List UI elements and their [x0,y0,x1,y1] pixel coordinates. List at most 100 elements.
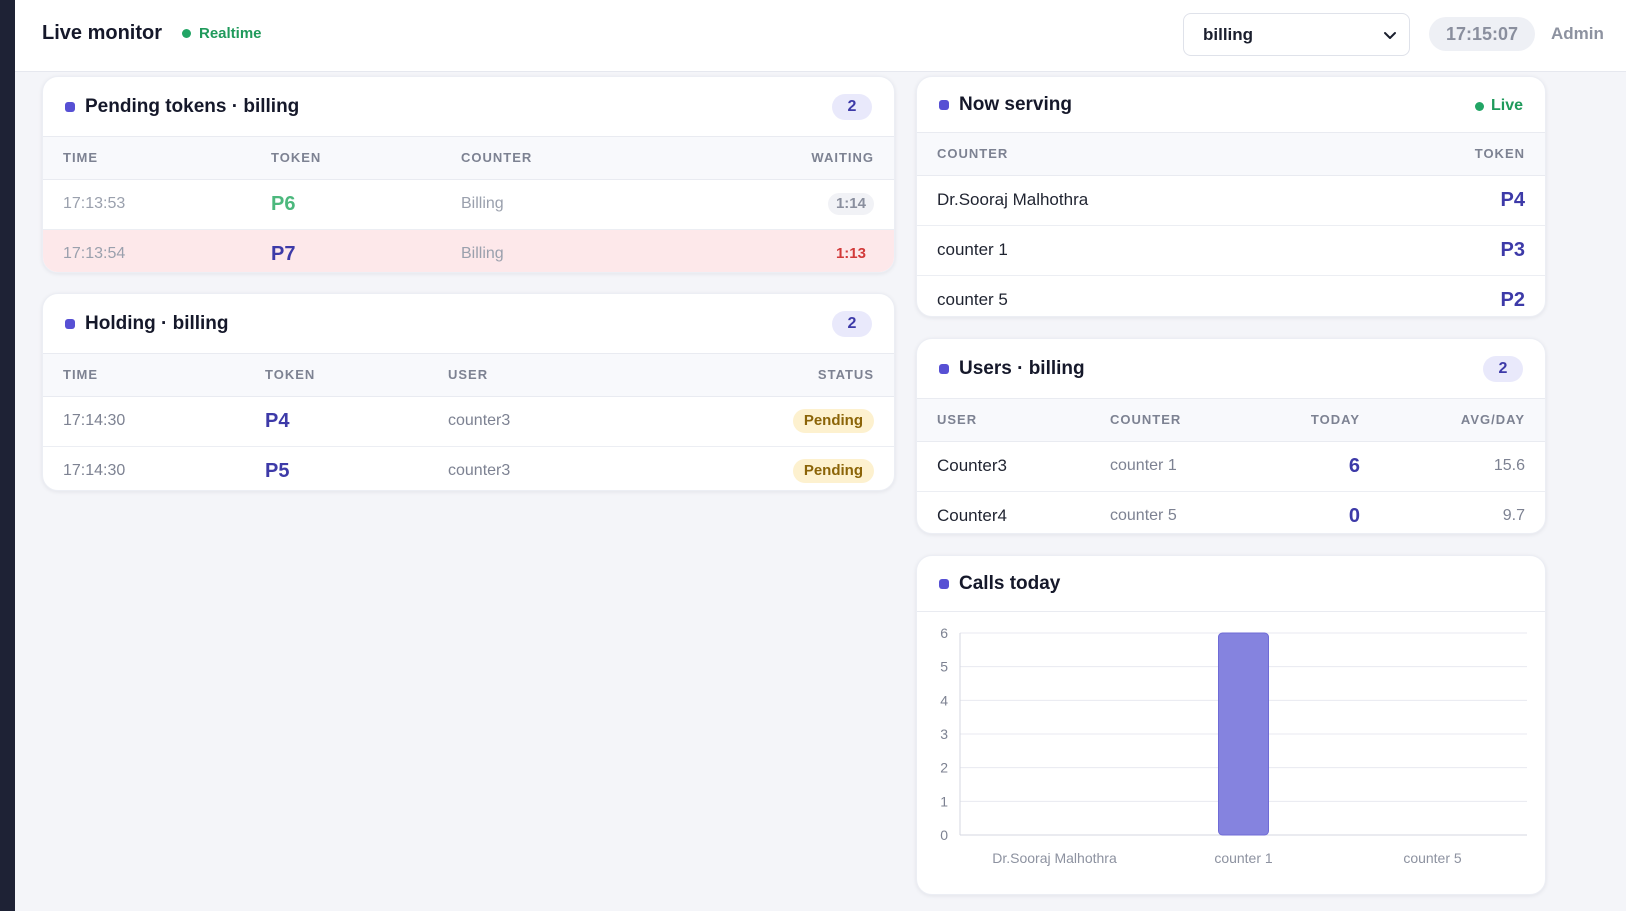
count-badge: 2 [832,311,872,337]
status-badge: Pending [792,409,874,433]
live-dot-icon [1474,101,1484,111]
counter-cell: Billing [441,229,677,272]
time-cell: 17:13:54 [43,229,251,272]
column-header: WAITING [676,137,894,180]
y-tick-label: 6 [940,625,948,641]
waiting-cell: 1:13 [676,229,894,272]
column-header: TOKEN [1343,133,1545,176]
user-cell: counter3 [448,462,511,480]
bullet-icon [65,101,75,112]
table-row[interactable]: 17:14:30 P5 counter3 Pending [43,446,894,490]
token-cell: P4 [1343,175,1545,226]
card-title: Now serving [959,93,1072,115]
card-title: Users · billing [959,357,1085,379]
live-indicator: Live [1474,97,1523,115]
pending-table: TIME TOKEN COUNTER WAITING 17:13:53 P6 B… [43,137,894,272]
column-header: TOKEN [251,137,441,180]
counter-cell: counter 1 [917,225,1344,276]
waiting-cell: 1:14 [676,179,894,230]
status-cell: Pending [641,446,894,490]
counter-cell: counter 5 [937,290,1008,310]
table-row[interactable]: 17:14:30 P4 counter3 Pending [43,396,894,447]
column-header: USER [917,399,1090,442]
holding-table: TIME TOKEN USER STATUS 17:14:30 P4 count… [43,354,894,490]
card-header: Holding · billing 2 [43,294,894,354]
card-title: Holding · billing [85,312,229,334]
token-cell: P4 [245,396,428,447]
count-badge: 2 [832,94,872,120]
pending-tokens-card: Pending tokens · billing 2 TIME TOKEN CO… [42,76,895,273]
user-cell: Counter3 [917,441,1090,492]
users-table: USER COUNTER TODAY AVG/DAY Counter3 coun… [917,399,1545,533]
holding-card: Holding · billing 2 TIME TOKEN USER STAT… [42,293,895,491]
table-row[interactable]: Dr.Sooraj Malhothra P4 [917,175,1545,226]
bar-chart: 0 1 2 3 4 5 6 Dr.Sooraj Malhothra counter 1 count… [940,625,1527,866]
bullet-icon [65,318,75,329]
status-dot-icon [182,29,191,38]
user-cell: counter3 [428,396,642,447]
column-header: USER [428,354,642,397]
today-cell: 6 [1270,441,1380,492]
counter-cell: counter 1 [1090,441,1270,492]
avg-cell: 15.6 [1380,441,1545,492]
column-header: TOKEN [245,354,428,397]
column-header: COUNTER [441,137,677,180]
status-badge: Pending [792,459,874,484]
x-tick-label: counter 5 [1403,850,1462,866]
user-menu[interactable]: Admin [1551,24,1604,43]
department-select-value: billing [1203,24,1254,44]
waiting-badge: 1:14 [827,193,874,215]
time-cell: 17:13:53 [43,179,251,230]
x-tick-label: counter 1 [1214,850,1273,866]
calls-today-card: Calls today 0 1 2 3 4 5 6 Dr.Sooraj Malhothra co… [916,555,1546,895]
table-row[interactable]: counter 5 P2 [917,275,1545,316]
column-header: COUNTER [917,133,1344,176]
table-row[interactable]: 17:13:53 P6 Billing 1:14 [43,179,894,230]
top-bar: Live monitor Realtime billing 17:15:07 A… [15,0,1626,72]
column-header: STATUS [641,354,894,397]
bullet-icon [939,363,949,374]
card-header: Pending tokens · billing 2 [43,77,894,137]
y-tick-label: 0 [940,827,948,843]
waiting-badge: 1:13 [835,245,866,263]
time-cell: 17:14:30 [63,462,126,480]
y-tick-label: 5 [940,659,948,675]
column-header: TIME [43,354,245,397]
column-header: AVG/DAY [1380,399,1545,442]
time-cell: 17:14:30 [43,396,245,447]
counter-cell: Billing [441,179,677,230]
column-header: TODAY [1270,399,1380,442]
bar [1218,632,1269,836]
today-cell: 0 [1348,504,1360,527]
card-title: Pending tokens · billing [85,95,300,117]
column-header: TIME [43,137,251,180]
y-tick-label: 1 [940,793,948,809]
bullet-icon [939,578,949,589]
sidebar-strip [0,0,15,911]
card-header: Users · billing 2 [917,339,1545,399]
y-tick-label: 3 [940,726,948,742]
token-cell: P2 [1500,288,1525,311]
avg-cell: 9.7 [1502,507,1525,525]
card-header: Calls today [917,556,1545,612]
table-row[interactable]: Counter3 counter 1 6 15.6 [917,441,1545,492]
table-row[interactable]: Counter4 counter 5 0 9.7 [917,491,1545,533]
department-select[interactable]: billing [1183,13,1410,56]
table-row[interactable]: 17:13:54 P7 Billing 1:13 [43,229,894,272]
token-cell: P7 [251,229,441,272]
page-title: Live monitor [42,22,163,44]
x-tick-label: Dr.Sooraj Malhothra [992,850,1117,866]
count-badge: 2 [1483,356,1523,382]
now-serving-table: COUNTER TOKEN Dr.Sooraj Malhothra P4 cou… [917,133,1545,316]
y-tick-label: 4 [940,692,948,708]
realtime-label: Realtime [199,25,262,42]
bullet-icon [939,99,949,110]
user-cell: Counter4 [937,506,1007,526]
token-cell: P6 [251,179,441,230]
table-row[interactable]: counter 1 P3 [917,225,1545,276]
token-cell: P5 [265,459,290,482]
calls-chart: 0 1 2 3 4 5 6 Dr.Sooraj Malhothra counter 1 count… [917,612,1545,882]
card-header: Now serving Live [917,77,1545,133]
card-title: Calls today [959,572,1061,594]
users-card: Users · billing 2 USER COUNTER TODAY AVG… [916,338,1546,534]
